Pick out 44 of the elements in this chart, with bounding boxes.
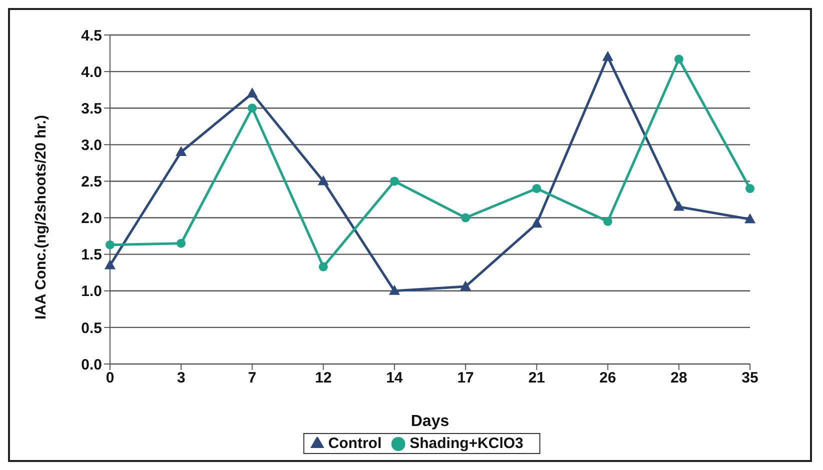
y-tick-label: 4.0 <box>81 64 102 81</box>
y-tick-label: 3.5 <box>81 100 102 118</box>
point <box>673 200 684 211</box>
y-tick-label: 0.5 <box>81 320 102 337</box>
point <box>390 176 399 186</box>
point <box>318 262 328 272</box>
point <box>104 259 116 270</box>
x-tick-label: 21 <box>528 370 546 387</box>
y-tick-label: 4.5 <box>81 27 102 44</box>
point <box>746 184 754 194</box>
point <box>744 213 756 224</box>
x-tick-label: 14 <box>386 370 404 387</box>
x-axis-title: Days <box>410 413 450 430</box>
point <box>674 54 684 64</box>
point <box>318 175 329 186</box>
point <box>176 146 187 156</box>
y-tick-label: 1.0 <box>81 283 102 300</box>
y-tick-label: 3.0 <box>81 136 102 154</box>
legend-label: Control <box>328 435 382 452</box>
point <box>531 218 542 228</box>
x-tick-label: 12 <box>314 370 332 387</box>
point <box>176 238 186 248</box>
point <box>602 50 614 61</box>
point <box>461 213 470 222</box>
point <box>106 240 114 250</box>
x-tick-label: 28 <box>670 370 688 387</box>
legend-label: Shading+KClO3 <box>410 435 524 452</box>
x-tick-label: 35 <box>742 370 758 387</box>
y-tick-label: 2.5 <box>81 174 102 191</box>
point <box>460 280 472 290</box>
x-tick-label: 17 <box>457 370 474 387</box>
x-tick-label: 3 <box>176 370 186 387</box>
point <box>603 216 612 226</box>
point <box>246 87 258 98</box>
y-tick-label: 0.0 <box>81 356 102 374</box>
point <box>388 284 400 295</box>
y-axis-title: IAA Conc.(ng/2shoots/20 hr.) <box>32 115 50 320</box>
point <box>532 184 542 194</box>
y-tick-label: 2.0 <box>81 210 102 228</box>
point <box>248 104 257 113</box>
x-tick-label: 7 <box>248 370 256 387</box>
x-tick-label: 26 <box>599 370 616 387</box>
y-tick-label: 1.5 <box>81 246 102 264</box>
x-tick-label: 0 <box>106 370 114 387</box>
